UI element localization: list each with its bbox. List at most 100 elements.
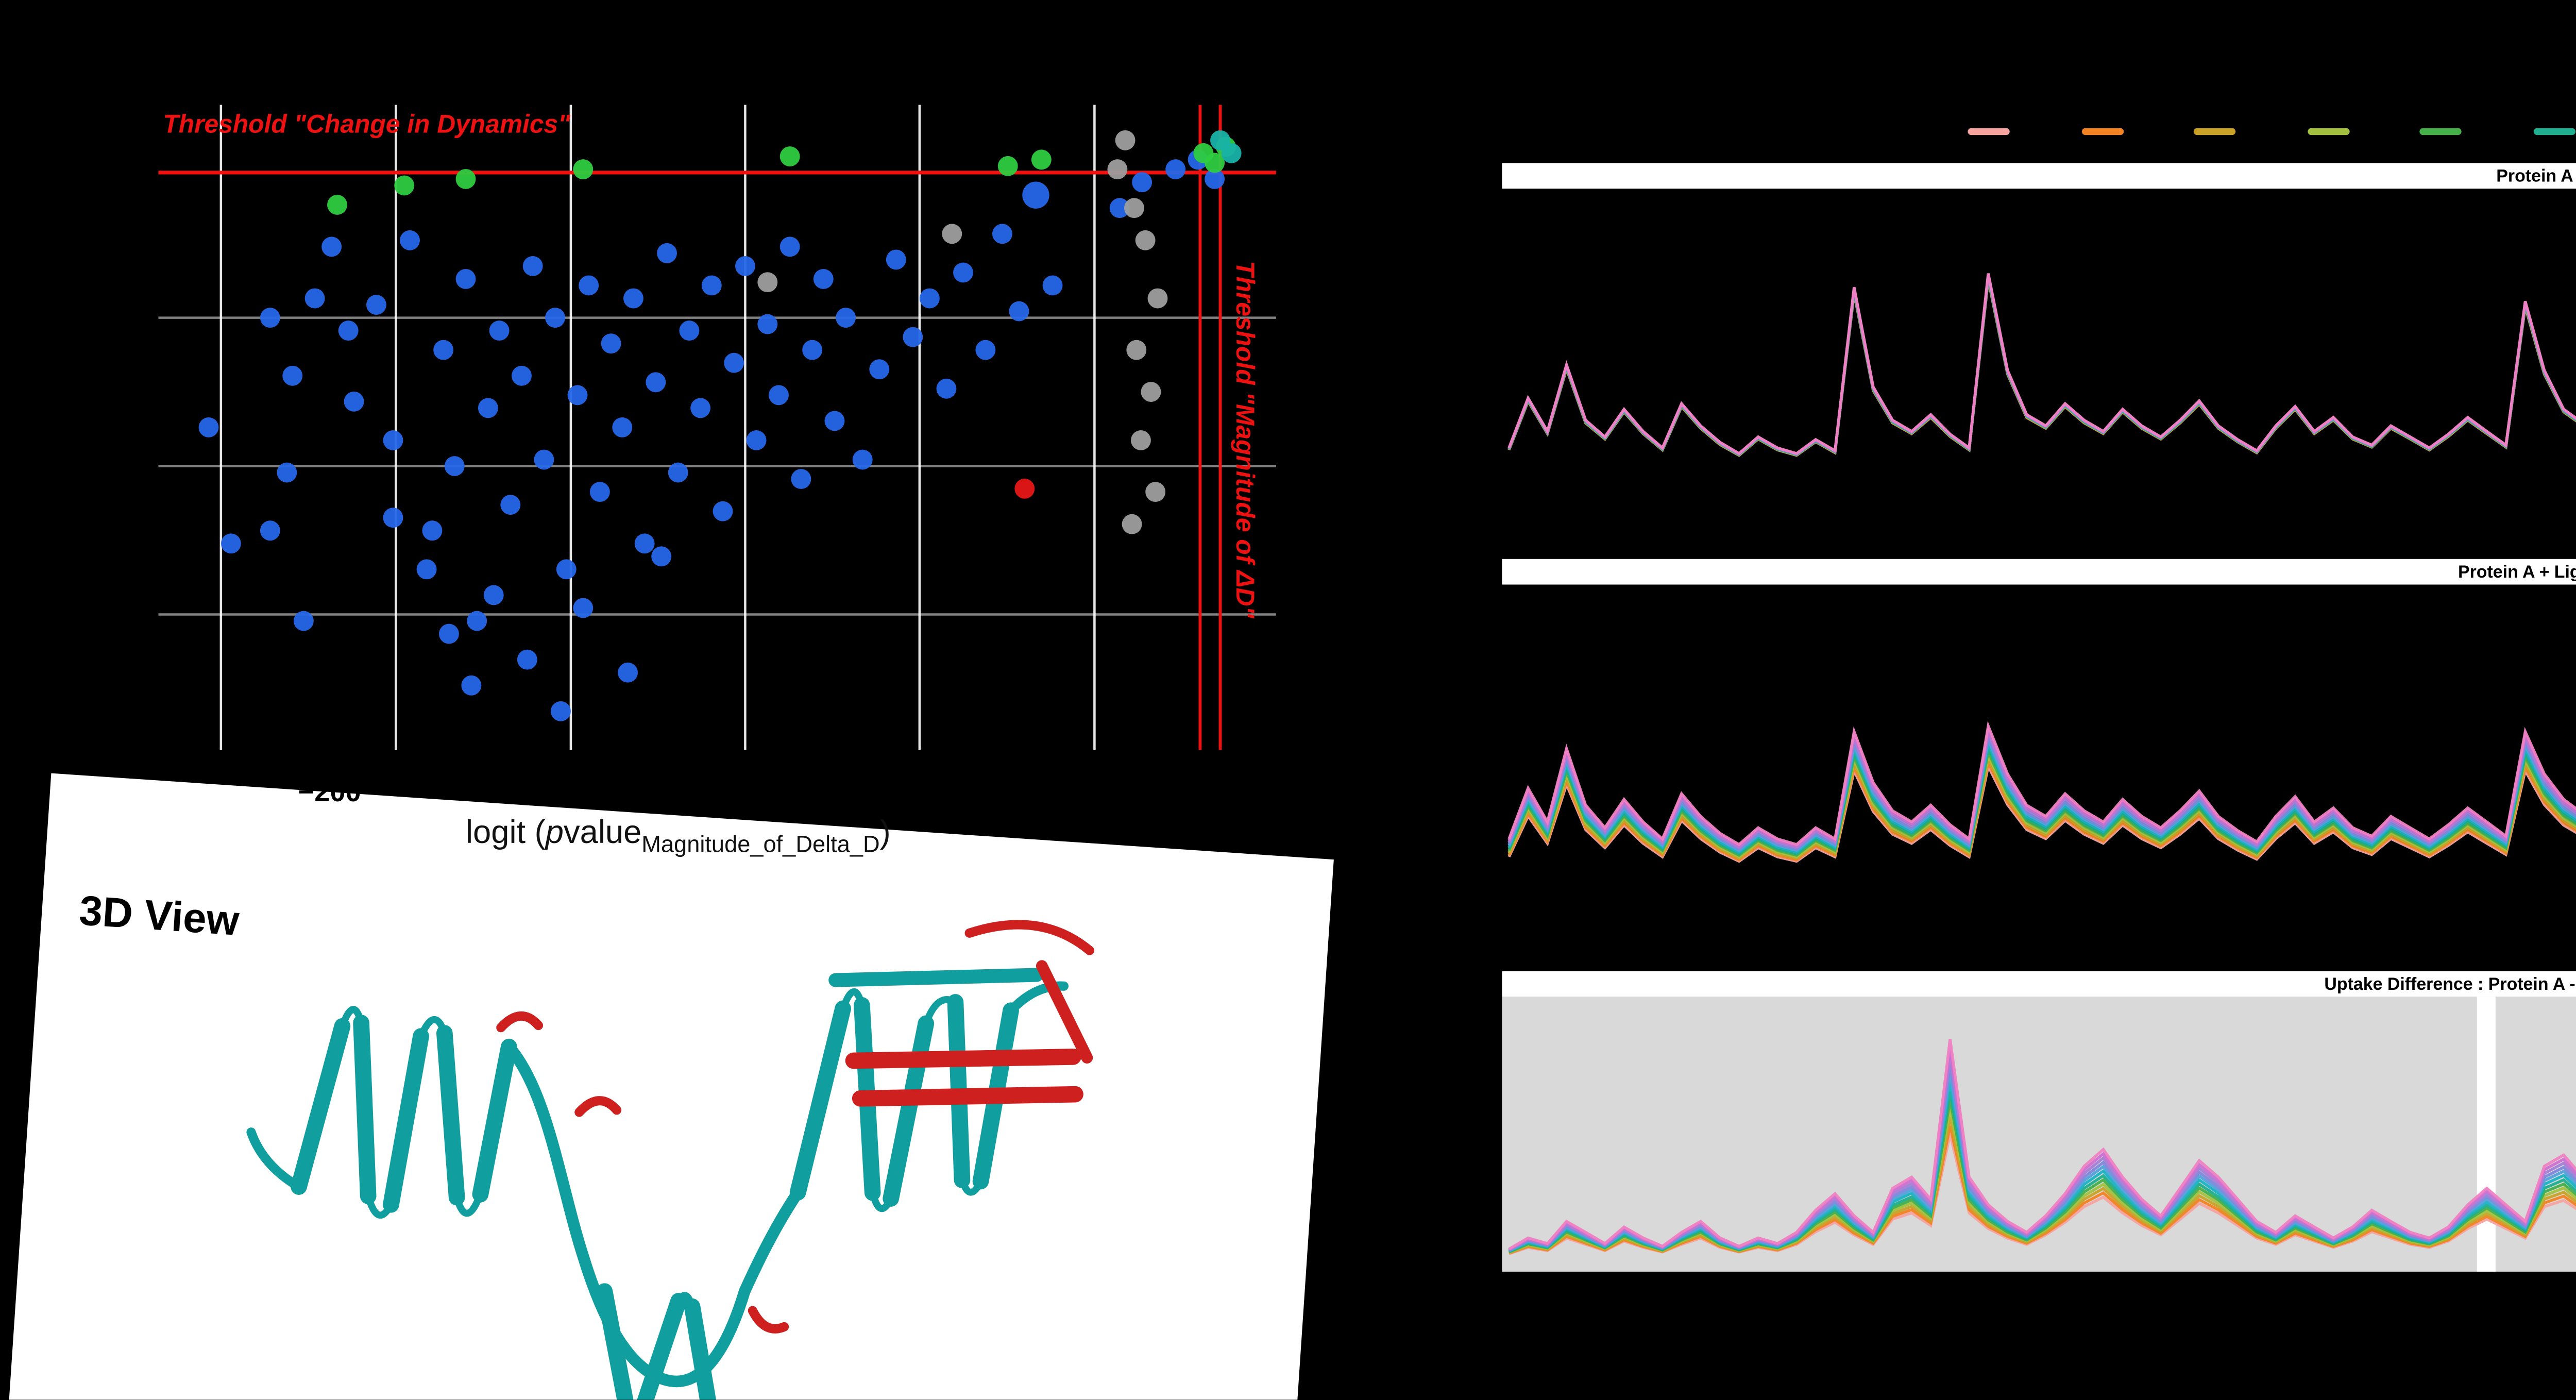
scatter-point-blue[interactable] <box>746 430 767 450</box>
scatter-point-blue[interactable] <box>903 327 923 347</box>
scatter-point-blue[interactable] <box>1109 198 1130 218</box>
chart-plot-protein-a-svg[interactable] <box>1502 189 2576 543</box>
scatter-point-blue[interactable] <box>383 508 403 528</box>
scatter-point-blue[interactable] <box>1205 168 1225 189</box>
scatter-point-blue[interactable] <box>444 456 465 476</box>
scatter-point-blue[interactable] <box>1022 181 1049 209</box>
scatter-point-blue[interactable] <box>400 230 420 250</box>
scatter-point-gray[interactable] <box>1147 288 1168 309</box>
scatter-point-blue[interactable] <box>791 469 811 490</box>
scatter-point-green[interactable] <box>1205 153 1225 173</box>
legend-swatch[interactable] <box>2533 127 2575 136</box>
scatter-point-blue[interactable] <box>735 256 755 276</box>
legend-swatch[interactable] <box>1968 127 2010 136</box>
scatter-point-blue[interactable] <box>467 611 487 631</box>
scatter-point-blue[interactable] <box>992 224 1012 244</box>
scatter-point-blue[interactable] <box>657 243 677 263</box>
scatter-point-blue[interactable] <box>679 321 700 341</box>
scatter-point-blue[interactable] <box>422 520 443 541</box>
scatter-point-blue[interactable] <box>836 308 856 328</box>
scatter-point-blue[interactable] <box>260 308 280 328</box>
scatter-point-blue[interactable] <box>612 417 633 437</box>
scatter-point-blue[interactable] <box>869 359 890 380</box>
scatter-point-blue[interactable] <box>601 333 621 354</box>
scatter-point-blue[interactable] <box>433 340 454 360</box>
scatter-point-blue[interactable] <box>623 288 643 309</box>
uptake-trace[interactable] <box>1507 657 2576 848</box>
scatter-point-green[interactable] <box>327 195 347 215</box>
scatter-point-gray[interactable] <box>1135 230 1156 250</box>
scatter-point-blue[interactable] <box>1042 275 1063 296</box>
scatter-point-blue[interactable] <box>277 462 297 483</box>
scatter-point-blue[interactable] <box>545 308 566 328</box>
scatter-point-blue[interactable] <box>936 378 957 399</box>
scatter-point-blue[interactable] <box>461 675 482 696</box>
scatter-point-blue[interactable] <box>769 385 789 406</box>
scatter-point-blue[interactable] <box>651 546 672 567</box>
scatter-point-blue[interactable] <box>534 449 554 470</box>
scatter-point-blue[interactable] <box>1132 172 1153 193</box>
scatter-point-blue[interactable] <box>198 417 219 437</box>
scatter-point-blue[interactable] <box>556 559 577 580</box>
legend-swatch[interactable] <box>2419 127 2462 136</box>
legend-swatch[interactable] <box>2194 127 2236 136</box>
scatter-point-blue[interactable] <box>221 533 241 554</box>
chart-plot-uptake-diff[interactable] <box>1502 997 2576 1272</box>
scatter-point-blue[interactable] <box>522 256 543 276</box>
scatter-point-blue[interactable] <box>550 701 571 721</box>
scatter-point-blue[interactable] <box>802 340 823 360</box>
scatter-point-blue[interactable] <box>455 269 476 289</box>
chart-plot-protein-a-ligand-svg[interactable] <box>1502 585 2576 941</box>
scatter-point-blue[interactable] <box>338 321 359 341</box>
scatter-point-blue[interactable] <box>713 501 733 521</box>
scatter-point-blue[interactable] <box>824 411 845 431</box>
scatter-point-blue[interactable] <box>293 611 314 631</box>
scatter-point-blue[interactable] <box>953 262 973 283</box>
scatter-point-green[interactable] <box>455 168 476 189</box>
scatter-point-gray[interactable] <box>1115 130 1136 150</box>
scatter-point-blue[interactable] <box>321 237 342 257</box>
scatter-point-teal[interactable] <box>1210 130 1230 150</box>
scatter-point-blue[interactable] <box>439 623 459 644</box>
scatter-point-blue[interactable] <box>483 585 504 605</box>
scatter-point-blue[interactable] <box>500 495 521 515</box>
scatter-point-blue[interactable] <box>573 598 594 618</box>
scatter-point-blue[interactable] <box>344 391 364 412</box>
scatter-point-blue[interactable] <box>489 321 510 341</box>
scatter-point-green[interactable] <box>779 146 800 166</box>
scatter-point-green[interactable] <box>394 175 415 196</box>
scatter-point-blue[interactable] <box>886 249 906 270</box>
scatter-point-blue[interactable] <box>416 559 437 580</box>
scatter-point-gray[interactable] <box>1124 198 1144 218</box>
uptake-trace[interactable] <box>1507 648 2576 847</box>
scatter-point-gray[interactable] <box>1107 159 1128 180</box>
chart-plot-uptake-diff-svg[interactable] <box>1502 997 2576 1272</box>
scatter-point-blue[interactable] <box>282 365 303 386</box>
scatter-point-gray[interactable] <box>1141 382 1161 402</box>
scatter-point-blue[interactable] <box>634 533 655 554</box>
scatter-point-blue[interactable] <box>701 275 722 296</box>
scatter-point-blue[interactable] <box>813 269 834 289</box>
uptake-trace[interactable] <box>1507 241 2576 456</box>
scatter-point-blue[interactable] <box>589 482 610 502</box>
scatter-point-gray[interactable] <box>942 224 962 244</box>
scatter-point-blue[interactable] <box>724 352 744 373</box>
scatter-point-gray[interactable] <box>1145 482 1166 502</box>
scatter-point-blue[interactable] <box>579 275 599 296</box>
structure-3d-panel[interactable]: 3D View <box>6 773 1334 1400</box>
scatter-point-red[interactable] <box>1014 478 1035 499</box>
scatter-point-blue[interactable] <box>919 288 940 309</box>
chart-plot-protein-a-ligand[interactable] <box>1502 584 2576 941</box>
uptake-trace[interactable] <box>1508 1039 2576 1251</box>
scatter-point-blue[interactable] <box>304 288 325 309</box>
scatter-point-blue[interactable] <box>852 449 873 470</box>
legend-swatch[interactable] <box>2080 127 2123 136</box>
scatter-point-blue[interactable] <box>757 314 778 334</box>
scatter-point-gray[interactable] <box>1131 430 1151 450</box>
scatter-point-blue[interactable] <box>646 372 666 393</box>
scatter-point-blue[interactable] <box>668 462 688 483</box>
scatter-point-blue[interactable] <box>1165 159 1186 180</box>
scatter-point-blue[interactable] <box>1009 301 1029 322</box>
scatter-point-blue[interactable] <box>512 365 532 386</box>
scatter-point-blue[interactable] <box>975 340 996 360</box>
